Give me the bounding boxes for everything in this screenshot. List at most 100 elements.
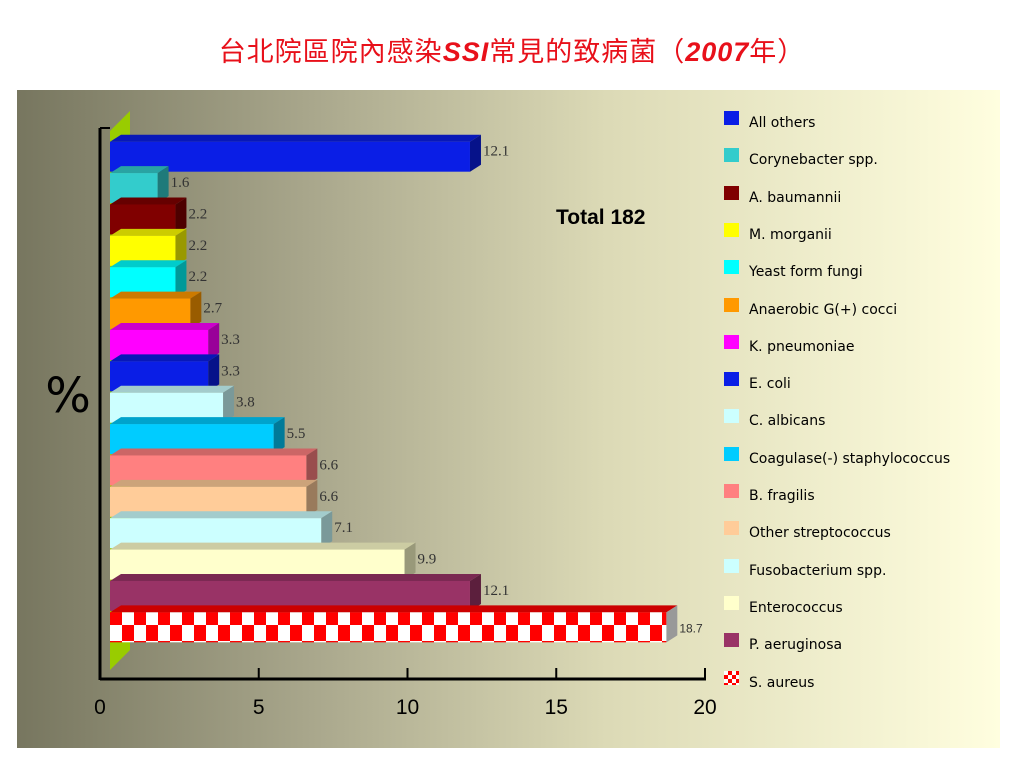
legend-swatch	[724, 260, 739, 274]
legend-label: Yeast form fungi	[749, 264, 863, 280]
data-label: 2.2	[188, 238, 207, 254]
legend-label: Fusobacterium spp.	[749, 563, 887, 579]
legend-swatch	[724, 447, 739, 461]
bar-side	[175, 260, 187, 298]
legend-label: Coagulase(-) staphylococcus	[749, 451, 951, 467]
title-middle: 常見的致病菌（	[489, 37, 686, 68]
bar-top	[110, 417, 285, 425]
bar	[110, 134, 481, 172]
data-label: 3.3	[221, 332, 240, 348]
data-label: 3.8	[236, 395, 255, 411]
data-label: 6.6	[319, 489, 338, 505]
bar-side	[273, 417, 285, 455]
legend-label: P. aeruginosa	[749, 637, 843, 653]
data-label: 6.6	[319, 457, 338, 473]
legend-swatch	[724, 223, 739, 237]
data-label: 5.5	[287, 426, 306, 442]
legend-swatch	[724, 298, 739, 312]
bar-side	[321, 511, 333, 549]
bar-front	[110, 612, 667, 643]
legend-swatch	[724, 596, 739, 610]
legend-swatch	[724, 148, 739, 162]
bar-side	[208, 354, 220, 392]
legend-label: S. aureus	[749, 675, 815, 691]
y-axis-label: %	[45, 368, 91, 424]
legend-label: K. pneumoniae	[749, 339, 855, 355]
bar-side	[157, 166, 169, 204]
bar-side	[306, 448, 318, 486]
data-label: 2.7	[203, 301, 222, 317]
bar-side	[190, 291, 202, 329]
bar-front	[110, 141, 470, 172]
legend-label: Corynebacter spp.	[749, 152, 878, 168]
data-label: 7.1	[334, 520, 353, 536]
legend-swatch	[724, 186, 739, 200]
bar-side	[208, 322, 220, 360]
data-label: 2.2	[188, 269, 207, 285]
legend-swatch	[724, 521, 739, 535]
bar-top	[110, 197, 187, 205]
x-tick-label: 15	[545, 696, 568, 719]
bar-side	[469, 573, 481, 611]
legend-label: A. baumannii	[749, 190, 842, 206]
bar-top	[110, 605, 678, 613]
bar-top	[110, 448, 318, 456]
title-suffix: 年）	[749, 37, 806, 68]
labels-layer: 12.1 1.6 2.2 2.2 2.2 2.7 3.3 3.3 3.8 5.5 6.6 6.6 7.1…	[171, 144, 703, 636]
chart-title: 台北院區院內感染SSI常見的致病菌（2007年）	[0, 30, 1024, 69]
bar-side	[175, 197, 187, 235]
legend-swatch	[724, 409, 739, 423]
legend-label: M. morganii	[749, 227, 832, 243]
x-tick-label: 5	[253, 696, 265, 719]
legend-label: Enterococcus	[749, 600, 843, 616]
x-tick-label: 20	[693, 696, 716, 719]
legend-swatch	[724, 335, 739, 349]
legend-swatch	[724, 559, 739, 573]
x-tick-label: 0	[94, 696, 106, 719]
title-ssi: SSI	[442, 37, 490, 67]
legend-label: B. fragilis	[749, 488, 815, 504]
bar-top	[110, 322, 220, 330]
bar-side	[469, 134, 481, 172]
bar-top	[110, 166, 169, 174]
bar-top	[110, 542, 416, 550]
title-prefix: 台北院區院內感染	[218, 37, 443, 68]
bar-side	[404, 542, 416, 580]
legend-label: All others	[749, 115, 816, 131]
legend-label: E. coli	[749, 376, 791, 392]
bar-side	[666, 605, 678, 643]
bar-top	[110, 573, 481, 581]
legend-swatch	[724, 372, 739, 386]
legend-swatch	[724, 633, 739, 647]
bar	[110, 605, 678, 643]
bar-side	[306, 479, 318, 517]
data-label: 12.1	[483, 144, 509, 160]
data-label: 12.1	[483, 583, 509, 599]
legend-label: Other streptococcus	[749, 525, 891, 541]
title-year: 2007	[685, 37, 750, 67]
legend-swatch	[724, 111, 739, 125]
data-label: 3.3	[221, 363, 240, 379]
x-tick-label: 10	[396, 696, 419, 719]
bar-top	[110, 385, 235, 393]
data-label: 18.7	[679, 621, 703, 635]
bar-top	[110, 134, 481, 142]
total-annotation: Total 182	[556, 206, 646, 229]
bar-top	[110, 479, 318, 487]
bar-top	[110, 354, 220, 362]
bars-layer	[110, 134, 678, 643]
legend-swatch	[724, 484, 739, 498]
data-label: 1.6	[171, 175, 190, 191]
legend-label: C. albicans	[749, 413, 826, 429]
data-label: 2.2	[188, 206, 207, 222]
data-label: 9.9	[418, 552, 437, 568]
bar-top	[110, 511, 333, 519]
bar-top	[110, 260, 187, 268]
bar-top	[110, 228, 187, 236]
bar-side	[175, 228, 187, 266]
legend-swatch	[724, 671, 739, 685]
bar-side	[223, 385, 235, 423]
bar-top	[110, 291, 202, 299]
legend-label: Anaerobic G(+) cocci	[749, 302, 898, 318]
